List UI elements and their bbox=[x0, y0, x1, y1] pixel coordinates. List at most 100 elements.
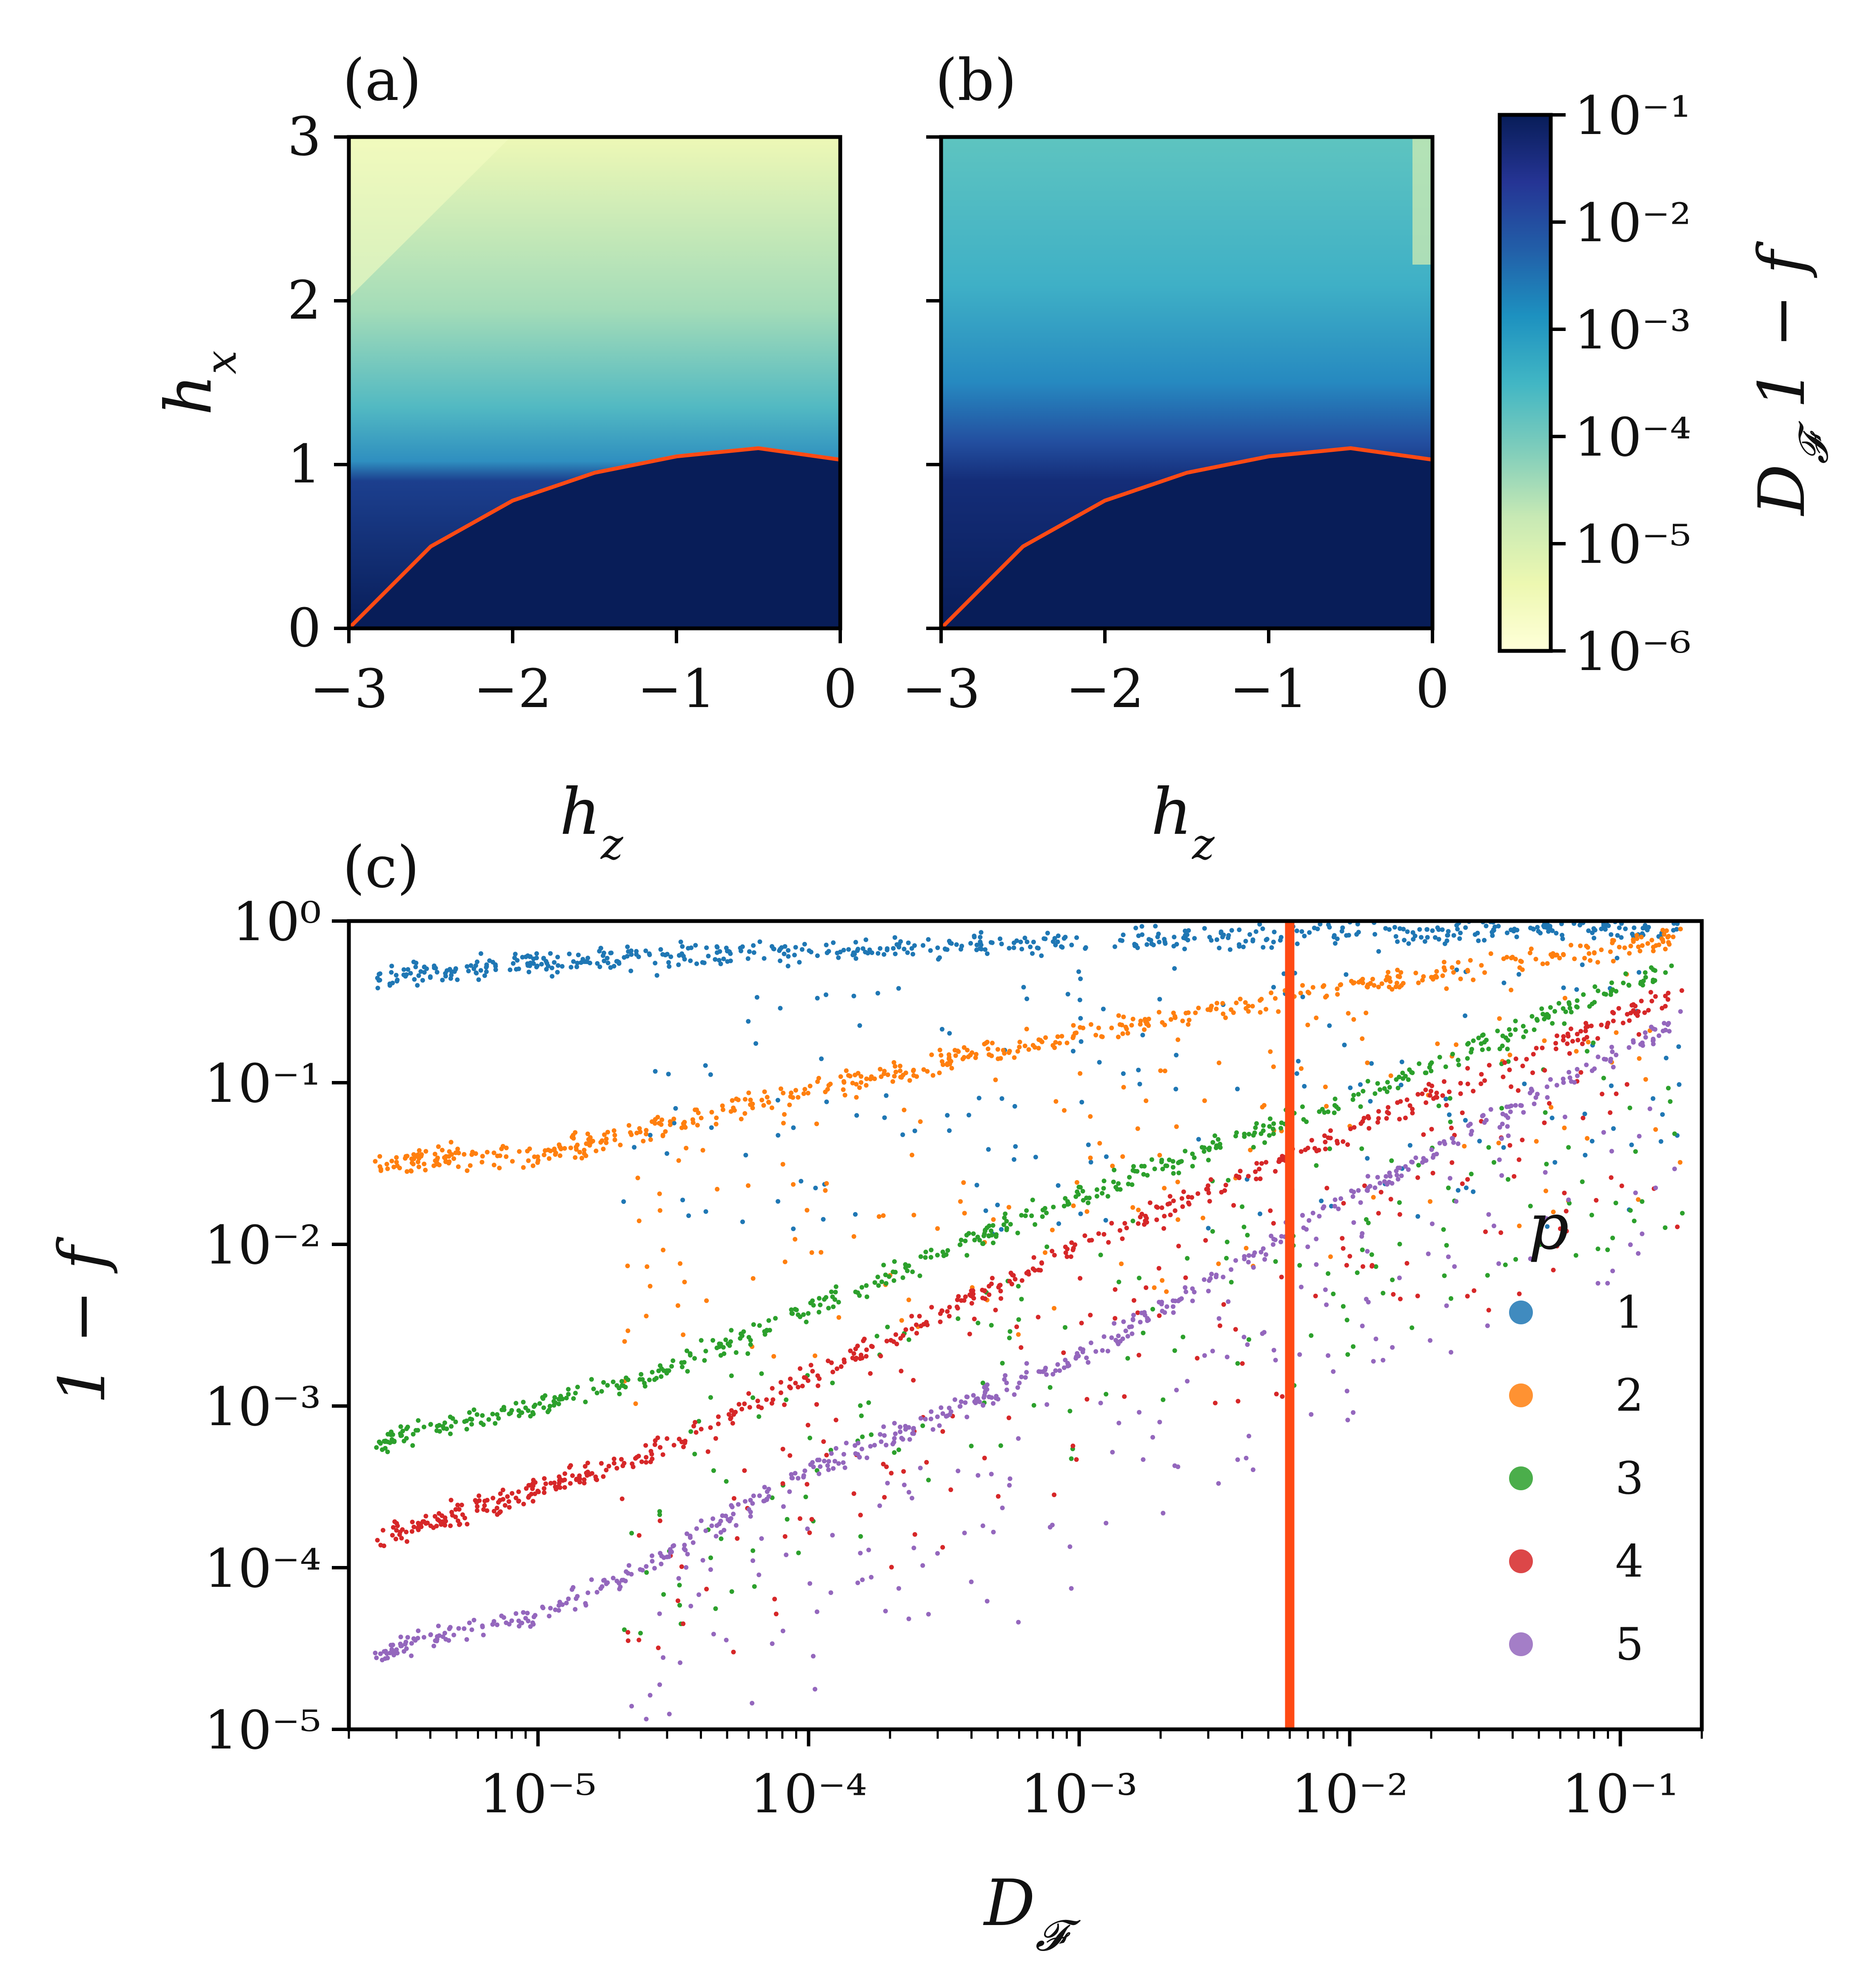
point-series-4 bbox=[1487, 1063, 1492, 1068]
point-series-2 bbox=[805, 1091, 810, 1095]
point-series-1 bbox=[544, 967, 549, 972]
point-series-5 bbox=[1209, 1272, 1214, 1277]
point-series-2 bbox=[557, 1153, 562, 1158]
point-series-2 bbox=[961, 1180, 966, 1185]
colorbar: 10⁻⁶10⁻⁵10⁻⁴10⁻³10⁻²10⁻¹ D𝓕1 − f bbox=[1498, 85, 1837, 683]
point-series-3 bbox=[879, 1279, 884, 1284]
point-series-3 bbox=[1218, 1145, 1223, 1150]
point-series-5 bbox=[959, 1399, 964, 1404]
point-series-4 bbox=[448, 1497, 454, 1503]
point-series-1 bbox=[1650, 1096, 1655, 1101]
point-series-1 bbox=[1406, 941, 1411, 946]
point-series-3 bbox=[1507, 1027, 1512, 1032]
point-series-1 bbox=[1455, 1188, 1461, 1193]
point-series-2 bbox=[765, 1095, 770, 1100]
point-series-3 bbox=[1544, 1161, 1549, 1167]
point-series-5 bbox=[1130, 1317, 1136, 1322]
point-series-3 bbox=[721, 1345, 726, 1350]
point-series-2 bbox=[1517, 1224, 1522, 1229]
point-series-2 bbox=[1533, 957, 1538, 961]
point-series-2 bbox=[739, 1116, 744, 1121]
point-series-5 bbox=[1310, 1210, 1315, 1215]
point-series-4 bbox=[1082, 1233, 1087, 1238]
point-series-4 bbox=[1447, 1090, 1452, 1094]
point-series-2 bbox=[1617, 944, 1622, 950]
point-series-2 bbox=[1100, 1034, 1105, 1039]
point-series-1 bbox=[751, 943, 756, 948]
point-series-4 bbox=[681, 1621, 686, 1626]
point-series-3 bbox=[1351, 1092, 1356, 1098]
point-series-2 bbox=[1321, 983, 1327, 988]
point-series-3 bbox=[1023, 1213, 1028, 1218]
point-series-1 bbox=[443, 971, 448, 976]
point-series-2 bbox=[1130, 1016, 1136, 1021]
point-series-4 bbox=[462, 1515, 467, 1520]
point-series-4 bbox=[769, 1401, 774, 1406]
point-series-5 bbox=[724, 1637, 729, 1643]
point-series-1 bbox=[1028, 944, 1033, 950]
point-series-3 bbox=[1389, 1158, 1394, 1163]
point-series-5 bbox=[379, 1657, 385, 1663]
point-series-1 bbox=[966, 1112, 971, 1118]
point-series-1 bbox=[473, 963, 478, 968]
point-series-3 bbox=[1443, 1064, 1448, 1069]
point-series-1 bbox=[945, 1113, 950, 1118]
point-series-5 bbox=[571, 1585, 576, 1590]
point-series-5 bbox=[1647, 1106, 1652, 1111]
point-series-4 bbox=[625, 1638, 631, 1643]
point-series-5 bbox=[1409, 1159, 1414, 1164]
point-series-1 bbox=[555, 955, 560, 960]
point-series-2 bbox=[1162, 1022, 1167, 1027]
point-series-4 bbox=[459, 1503, 464, 1508]
point-series-3 bbox=[811, 1303, 816, 1308]
point-series-5 bbox=[1314, 1262, 1319, 1267]
point-series-3 bbox=[1601, 1075, 1606, 1081]
point-series-4 bbox=[1183, 1275, 1188, 1280]
point-series-5 bbox=[657, 1682, 662, 1687]
point-series-1 bbox=[1368, 1099, 1373, 1104]
point-series-5 bbox=[1638, 1042, 1643, 1047]
y-tick-label-c: 10⁻² bbox=[204, 1215, 321, 1276]
point-series-5 bbox=[1242, 1256, 1247, 1261]
point-series-2 bbox=[456, 1150, 461, 1155]
point-series-3 bbox=[1481, 1032, 1486, 1037]
point-series-2 bbox=[1088, 1155, 1093, 1161]
point-series-5 bbox=[928, 1416, 933, 1421]
point-series-2 bbox=[568, 1145, 573, 1150]
frame-c bbox=[347, 919, 1704, 1731]
point-series-2 bbox=[796, 1095, 801, 1100]
point-series-2 bbox=[1323, 995, 1328, 1000]
point-series-2 bbox=[1168, 1017, 1173, 1022]
point-series-4 bbox=[1421, 1132, 1426, 1137]
heatmap-a-light-region bbox=[349, 137, 511, 298]
point-series-4 bbox=[1026, 1272, 1031, 1277]
point-series-5 bbox=[718, 1530, 723, 1535]
point-series-1 bbox=[1383, 926, 1388, 931]
point-series-5 bbox=[964, 1394, 969, 1399]
point-series-3 bbox=[379, 1447, 385, 1452]
point-series-4 bbox=[1642, 1010, 1647, 1015]
point-series-2 bbox=[720, 1103, 725, 1108]
point-series-5 bbox=[1088, 1341, 1093, 1345]
point-series-5 bbox=[1024, 1361, 1029, 1366]
point-series-3 bbox=[442, 1420, 447, 1425]
point-series-2 bbox=[1298, 990, 1303, 995]
point-series-4 bbox=[807, 1530, 812, 1535]
point-series-1 bbox=[1332, 941, 1338, 946]
point-series-1 bbox=[1136, 1067, 1141, 1072]
point-series-5 bbox=[480, 1623, 485, 1629]
point-series-5 bbox=[1101, 1334, 1107, 1339]
point-series-3 bbox=[1499, 1106, 1504, 1111]
point-series-2 bbox=[455, 1147, 460, 1152]
point-series-5 bbox=[1358, 1200, 1363, 1205]
point-series-5 bbox=[796, 1476, 801, 1481]
point-series-3 bbox=[900, 1275, 905, 1280]
point-series-4 bbox=[612, 1461, 616, 1466]
point-series-2 bbox=[1180, 1018, 1185, 1024]
point-series-1 bbox=[861, 946, 865, 951]
point-series-1 bbox=[1340, 925, 1345, 930]
point-series-4 bbox=[909, 1314, 914, 1319]
point-series-2 bbox=[1534, 1139, 1539, 1144]
point-series-5 bbox=[1162, 1310, 1167, 1315]
point-series-4 bbox=[1179, 1196, 1184, 1201]
